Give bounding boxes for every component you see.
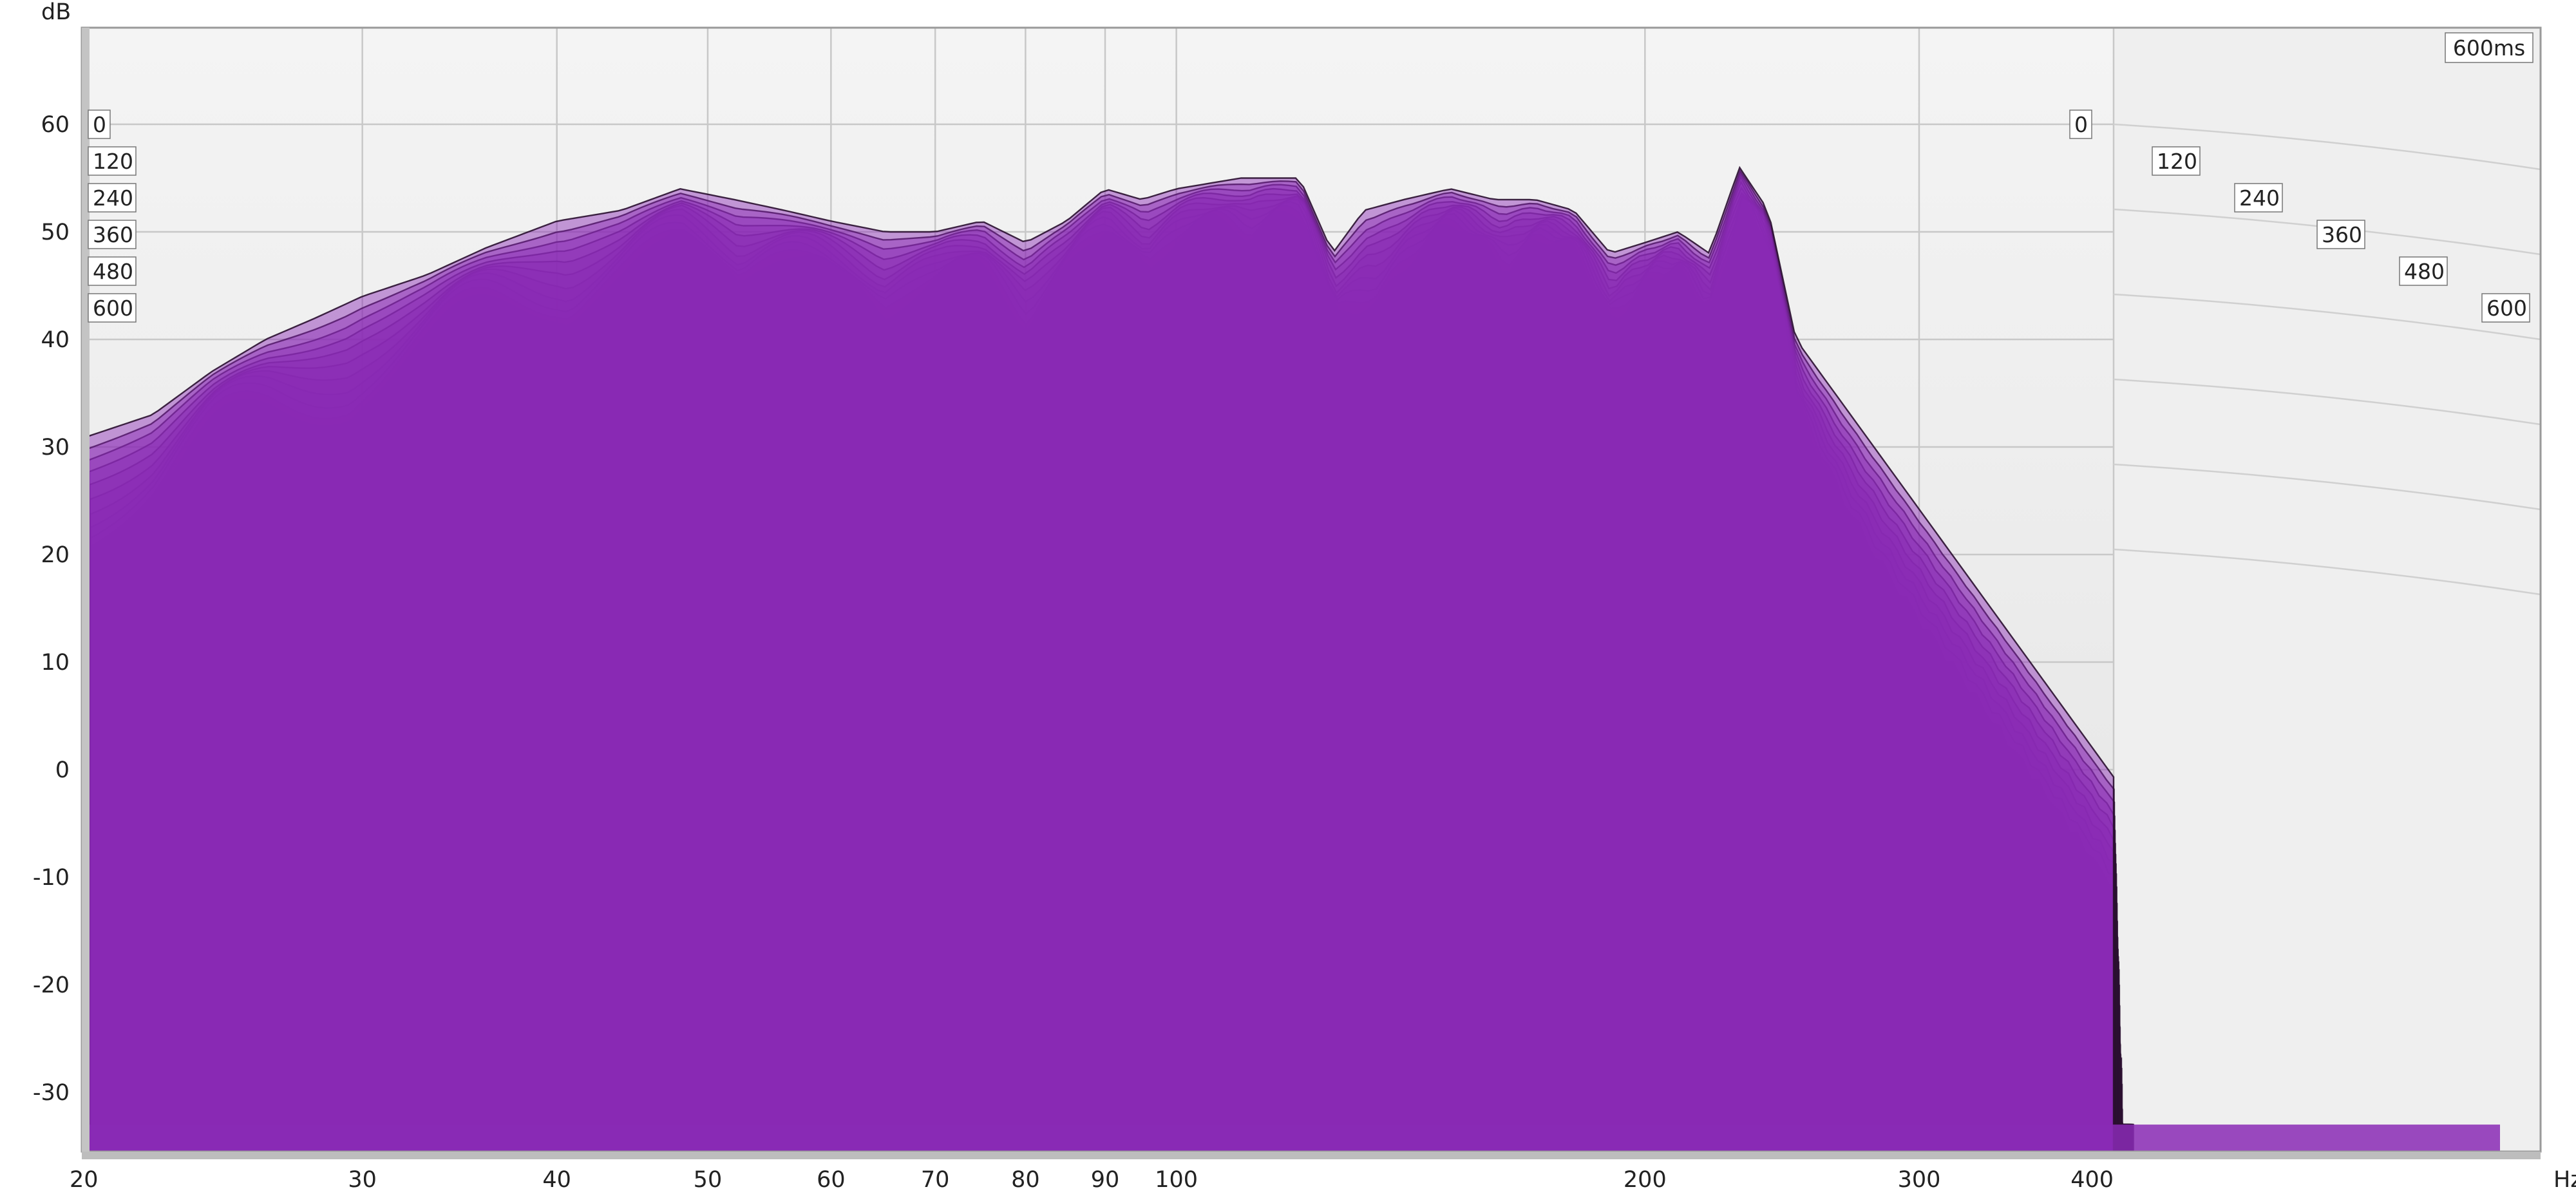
x-tick-label: 30 <box>348 1167 377 1193</box>
time-range-badge: 600ms <box>2445 32 2533 63</box>
y-tick-label: -30 <box>33 1080 70 1106</box>
depth-grid-line <box>2113 463 2541 511</box>
y-tick-label: 30 <box>41 435 70 460</box>
time-label-right-box <box>2234 183 2283 213</box>
time-label-left-box <box>88 146 137 176</box>
time-label-left-box <box>88 109 111 139</box>
y-unit-label: dB <box>41 0 71 25</box>
x-tick-label: 200 <box>1624 1167 1667 1193</box>
time-label-left-box <box>88 220 137 249</box>
time-label-right-box <box>2399 256 2448 286</box>
depth-grid-line <box>2113 293 2541 341</box>
time-label-right-box <box>2152 146 2201 176</box>
y-tick-label: 40 <box>41 327 70 353</box>
waterfall-slice <box>95 245 2123 1153</box>
time-label-left: 480 <box>93 259 133 284</box>
waterfall-slice <box>90 195 2117 1153</box>
waterfall-slice <box>106 337 2133 1153</box>
time-label-left: 240 <box>93 185 133 211</box>
time-label-right: 360 <box>2322 222 2362 247</box>
time-label-right: 240 <box>2239 185 2280 211</box>
time-labels-right: 0 120 240 360 480 600 <box>2069 109 2530 323</box>
depth-grid-line <box>2113 378 2541 426</box>
time-label-right: 600 <box>2486 296 2527 321</box>
slice-floor <box>88 1125 2500 1152</box>
waterfall-slice <box>87 166 2115 1153</box>
waterfall-slice <box>93 219 2121 1153</box>
y-tick-label: 20 <box>41 542 70 568</box>
time-range-label: 600ms <box>2453 35 2525 61</box>
y-tick-label: 60 <box>41 112 70 138</box>
y-tick-label: -10 <box>33 865 70 891</box>
x-tick-label: 400 <box>2070 1167 2114 1193</box>
waterfall-slice <box>103 314 2130 1153</box>
time-label-left: 120 <box>93 149 133 174</box>
waterfall-slice <box>100 291 2128 1153</box>
x-tick-label: 60 <box>817 1167 846 1193</box>
x-unit-label: Hz <box>2553 1167 2576 1193</box>
waterfall-slice <box>88 175 2116 1153</box>
y-axis-ticks: 60 50 40 30 20 10 0 -10 -20 -30 <box>33 112 70 1106</box>
time-label-right: 120 <box>2157 149 2197 174</box>
x-tick-label: 40 <box>542 1167 571 1193</box>
time-label-right: 480 <box>2404 259 2445 284</box>
waterfall-slice <box>98 269 2125 1153</box>
time-label-left-box <box>88 293 137 323</box>
x-tick-label: 90 <box>1091 1167 1120 1193</box>
time-labels-left: 0 120 240 360 480 600 <box>88 109 137 323</box>
y-tick-label: 0 <box>55 757 70 783</box>
x-axis-ticks: 20 30 40 50 60 70 80 90 100 200 300 400 <box>70 1167 2114 1193</box>
time-label-right-box <box>2481 293 2530 323</box>
time-label-left: 360 <box>93 222 133 247</box>
waterfall-slice <box>90 195 2117 1153</box>
waterfall-slices <box>87 166 2500 1153</box>
waterfall-slice <box>88 171 2116 1153</box>
time-label-left: 0 <box>93 112 106 137</box>
x-tick-label: 20 <box>70 1167 99 1193</box>
waterfall-slice <box>88 169 2115 1153</box>
time-label-right-box <box>2069 109 2092 139</box>
x-tick-label: 300 <box>1898 1167 1941 1193</box>
x-tick-label: 80 <box>1011 1167 1040 1193</box>
waterfall-slice <box>90 195 2117 1153</box>
x-tick-label: 70 <box>921 1167 950 1193</box>
depth-grid-line <box>2113 123 2541 171</box>
x-tick-label: 100 <box>1155 1167 1198 1193</box>
time-label-left-box <box>88 256 137 286</box>
time-label-right-box <box>2316 220 2365 249</box>
y-tick-label: -20 <box>33 973 70 998</box>
time-label-left-box <box>88 183 137 213</box>
y-tick-label: 50 <box>41 220 70 245</box>
depth-grid-line <box>2113 548 2541 596</box>
time-label-right: 0 <box>2074 112 2088 137</box>
time-label-left: 600 <box>93 296 133 321</box>
x-tick-label: 50 <box>694 1167 723 1193</box>
plot-frame <box>80 26 2542 1159</box>
y-tick-label: 10 <box>41 650 70 676</box>
